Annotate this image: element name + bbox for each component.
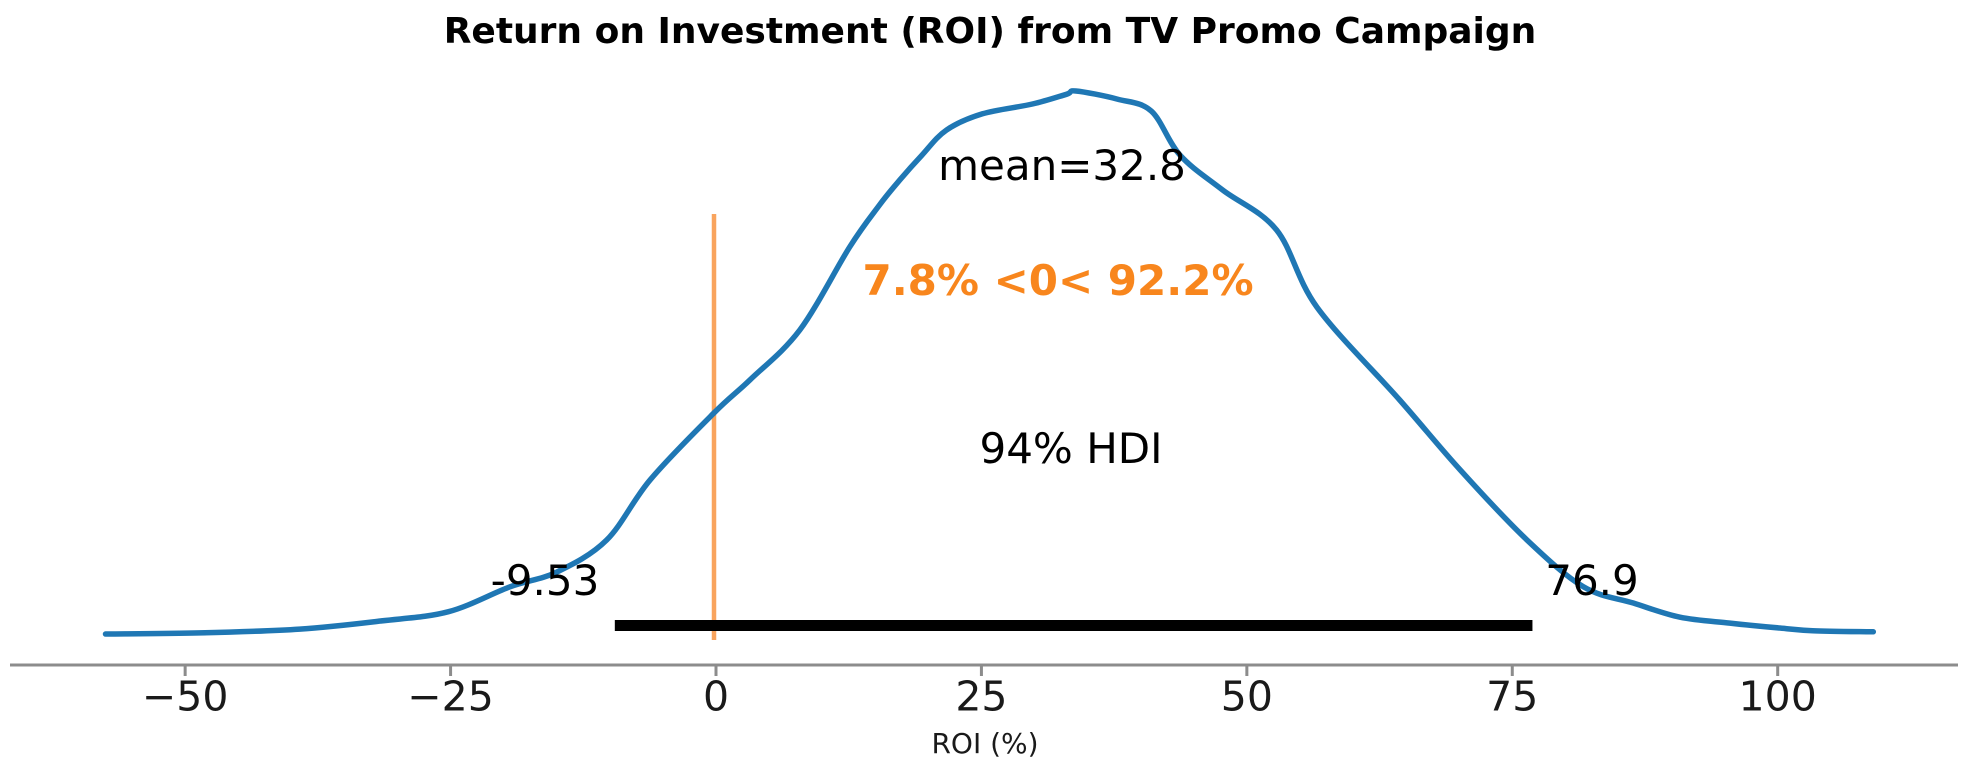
plot-title: Return on Investment (ROI) from TV Promo… <box>443 11 1537 52</box>
mean-annotation: mean=32.8 <box>938 141 1186 190</box>
x-tick-label: 50 <box>1220 672 1273 721</box>
hdi-lower-value: -9.53 <box>490 556 600 605</box>
x-tick-label: 75 <box>1486 672 1539 721</box>
x-tick-label: −50 <box>141 672 229 721</box>
x-tick-label: 100 <box>1738 672 1817 721</box>
x-tick-label: 25 <box>955 672 1008 721</box>
hdi-upper-value: 76.9 <box>1545 556 1639 605</box>
x-axis-label: ROI (%) <box>931 727 1039 760</box>
ref-val-annotation: 7.8% <0< 92.2% <box>862 256 1254 305</box>
hdi-label: 94% HDI <box>979 424 1163 473</box>
kde-curve <box>102 88 1877 637</box>
x-axis-ticks <box>183 665 1780 676</box>
x-tick-label: 0 <box>702 672 730 721</box>
x-tick-label: −25 <box>407 672 494 721</box>
